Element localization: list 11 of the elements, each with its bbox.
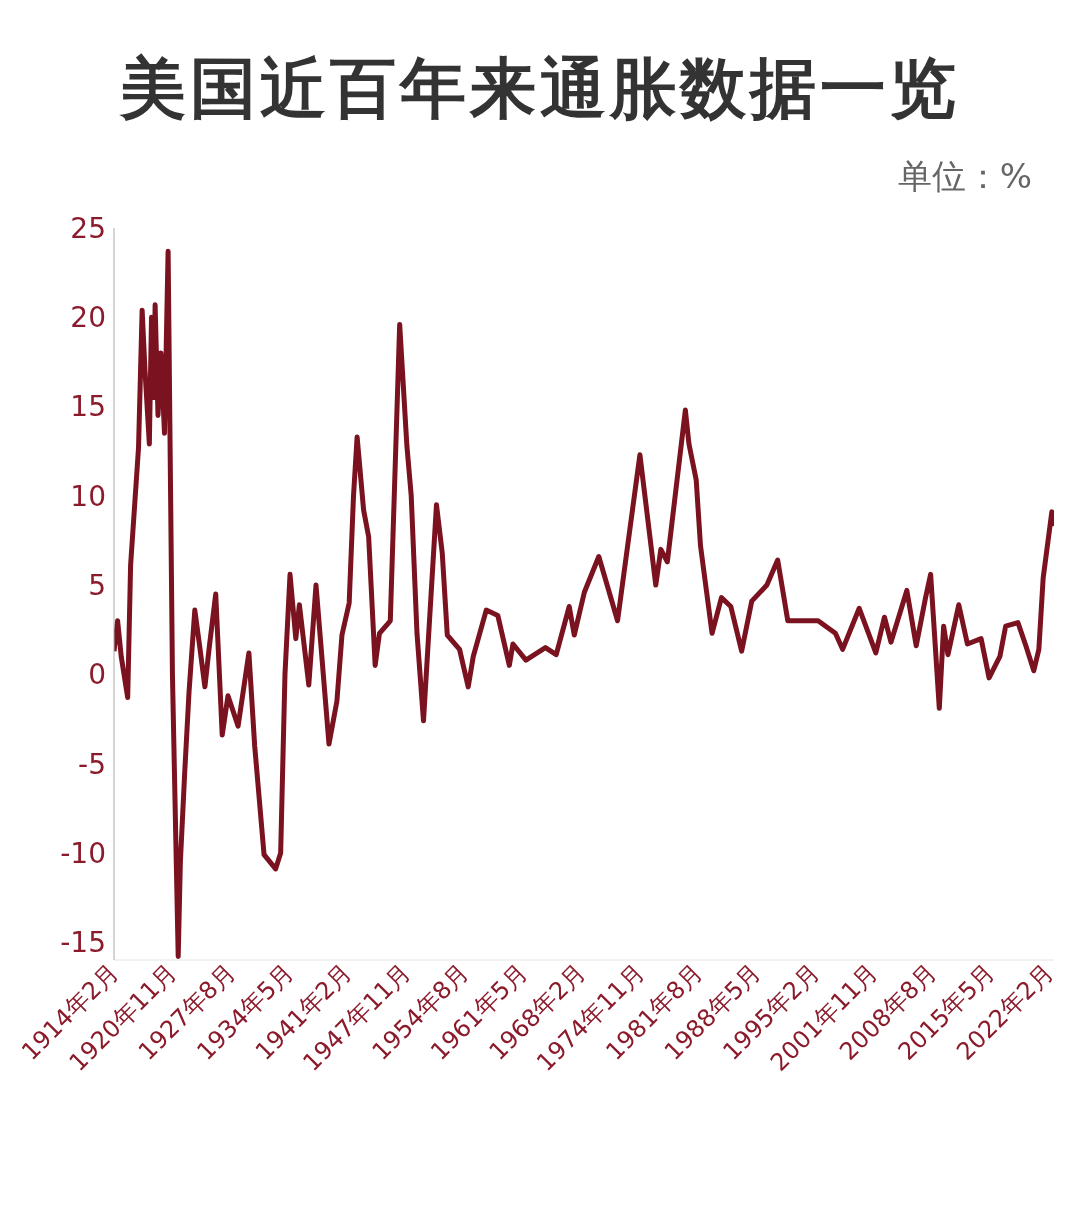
- y-tick-label: 20: [70, 301, 106, 335]
- y-tick-label: 0: [88, 658, 106, 692]
- y-tick-label: 5: [88, 569, 106, 603]
- chart-title: 美国近百年来通胀数据一览: [118, 49, 961, 129]
- y-tick-label: -5: [78, 747, 106, 781]
- y-tick-label: 15: [70, 390, 106, 424]
- y-tick-label: 25: [70, 211, 106, 245]
- text: 单位：%: [897, 155, 1032, 198]
- y-tick-label: 10: [70, 479, 106, 513]
- y-tick-label: -15: [60, 926, 106, 960]
- y-tick-label: -10: [60, 836, 106, 870]
